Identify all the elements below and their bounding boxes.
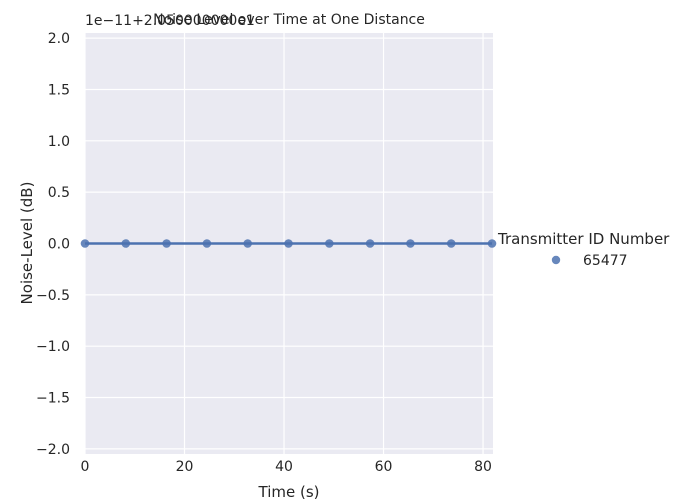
data-point: [202, 239, 212, 248]
data-point: [121, 239, 131, 248]
y-tick-label: 0.5: [48, 185, 70, 201]
y-tick-label: 1.0: [48, 134, 70, 150]
data-point: [406, 239, 415, 248]
y-tick-label: 1.5: [48, 82, 70, 98]
chart-title: Noise Level over Time at One Distance: [153, 12, 425, 28]
legend-title: Transmitter ID Number: [497, 230, 670, 248]
data-point: [487, 239, 497, 248]
marks: [80, 239, 497, 248]
data-point: [80, 239, 90, 248]
x-tick-label: 80: [474, 459, 492, 475]
y-tick-label: −2.0: [36, 442, 70, 458]
legend: Transmitter ID Number 65477: [497, 230, 670, 269]
x-axis-label: Time (s): [258, 483, 320, 500]
legend-entry: 65477: [583, 253, 628, 269]
ticks: 0 20 40 60 80 −2.0 −1.5 −1.0 −0.5 0.0 0.5 1.0 1.5 2.0: [36, 31, 492, 475]
y-offset-text: 1e−11+2.050000000e1: [85, 13, 255, 29]
data-point: [365, 239, 375, 248]
data-point: [325, 239, 334, 248]
legend-marker: [551, 255, 561, 265]
y-tick-label: 2.0: [48, 31, 70, 47]
data-point: [243, 239, 253, 248]
x-tick-label: 40: [275, 459, 293, 475]
x-tick-label: 0: [81, 459, 90, 475]
y-tick-label: −1.0: [36, 339, 70, 355]
y-tick-label: 0.0: [48, 237, 70, 253]
y-tick-label: −1.5: [36, 391, 70, 407]
y-axis-label: Noise-Level (dB): [18, 182, 36, 305]
data-point: [162, 239, 171, 248]
y-tick-label: −0.5: [36, 288, 70, 304]
x-tick-label: 20: [176, 459, 194, 475]
data-point: [284, 239, 293, 248]
x-tick-label: 60: [375, 459, 393, 475]
data-point: [446, 239, 456, 248]
